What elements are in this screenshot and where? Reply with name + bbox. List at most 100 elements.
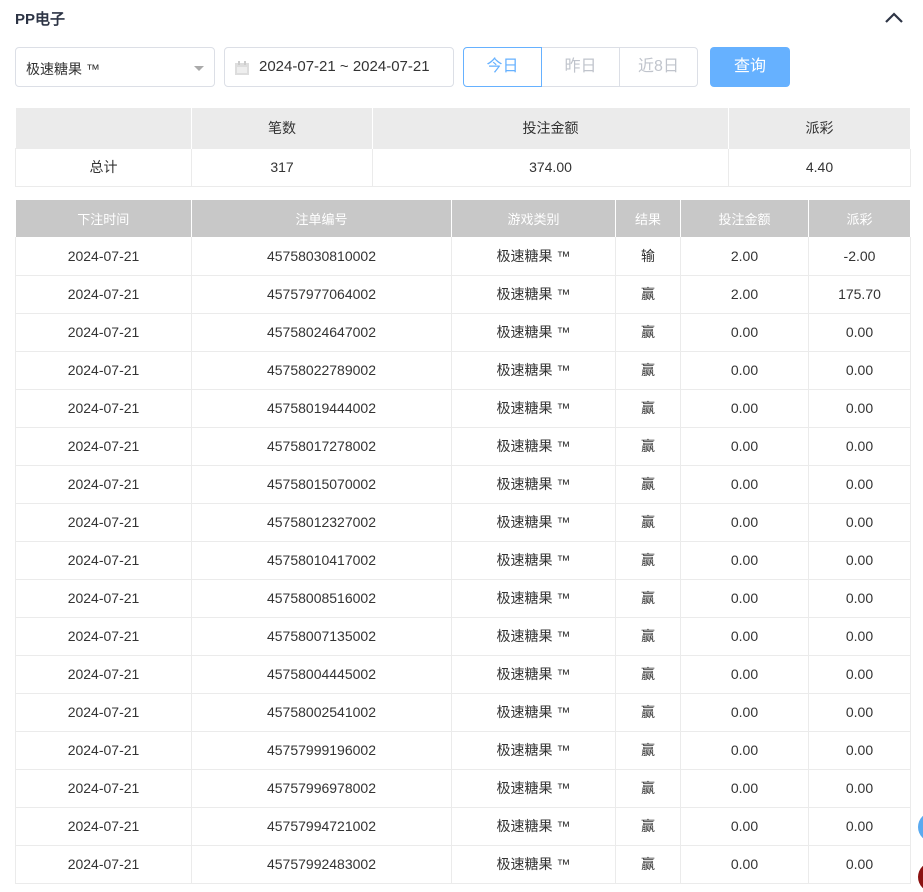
cell-order-id: 45757994721002 [191,807,452,846]
cell-payout: 0.00 [808,617,911,656]
cell-payout: 0.00 [808,845,911,884]
cell-order-id: 45757996978002 [191,769,452,808]
cell-time: 2024-07-21 [15,389,192,428]
last-8-days-button[interactable]: 近8日 [619,47,698,87]
table-row: 2024-07-21 45758024647002 极速糖果 ™ 赢 0.00 0.00 [15,313,911,352]
caret-down-icon [194,66,204,71]
cell-order-id: 45758007135002 [191,617,452,656]
cell-result: 赢 [615,313,681,352]
header-time: 下注时间 [15,200,192,237]
table-header: 下注时间 注单编号 游戏类别 结果 投注金额 派彩 [15,200,911,237]
cell-time: 2024-07-21 [15,579,192,618]
bet-records-table: 下注时间 注单编号 游戏类别 结果 投注金额 派彩 2024-07-21 457580308… [15,200,911,884]
summary-table: 笔数 投注金额 派彩 总计 317 374.00 4.40 [15,108,911,187]
cell-payout: 0.00 [808,427,911,466]
cell-result: 赢 [615,427,681,466]
cell-time: 2024-07-21 [15,465,192,504]
date-range-picker[interactable]: 2024-07-21 ~ 2024-07-21 [224,47,454,87]
cell-game: 极速糖果 ™ [451,275,616,314]
game-select[interactable]: 极速糖果 ™ [15,47,215,87]
cell-game: 极速糖果 ™ [451,769,616,808]
today-button[interactable]: 今日 [463,47,542,87]
cell-bet: 0.00 [680,731,809,770]
cell-time: 2024-07-21 [15,237,192,276]
cell-bet: 0.00 [680,769,809,808]
quick-date-group: 今日 昨日 近8日 [463,47,698,87]
cell-result: 赢 [615,617,681,656]
table-row: 2024-07-21 45758019444002 极速糖果 ™ 赢 0.00 0.00 [15,389,911,428]
cell-time: 2024-07-21 [15,351,192,390]
cell-bet: 0.00 [680,465,809,504]
table-row: 2024-07-21 45757992483002 极速糖果 ™ 赢 0.00 0.00 [15,845,911,884]
summary-header-cell [15,108,192,148]
yesterday-button[interactable]: 昨日 [541,47,620,87]
cell-game: 极速糖果 ™ [451,731,616,770]
cell-payout: 175.70 [808,275,911,314]
cell-order-id: 45758008516002 [191,579,452,618]
table-row: 2024-07-21 45758015070002 极速糖果 ™ 赢 0.00 0.00 [15,465,911,504]
table-row: 2024-07-21 45758017278002 极速糖果 ™ 赢 0.00 0.00 [15,427,911,466]
floating-service-button[interactable] [918,812,923,842]
summary-header-cell: 投注金额 [372,108,729,148]
cell-game: 极速糖果 ™ [451,351,616,390]
cell-bet: 0.00 [680,351,809,390]
cell-order-id: 45758019444002 [191,389,452,428]
cell-game: 极速糖果 ™ [451,427,616,466]
cell-game: 极速糖果 ™ [451,237,616,276]
table-row: 2024-07-21 45758007135002 极速糖果 ™ 赢 0.00 0.00 [15,617,911,656]
cell-result: 赢 [615,579,681,618]
cell-time: 2024-07-21 [15,693,192,732]
cell-bet: 0.00 [680,807,809,846]
chevron-up-icon[interactable] [884,9,904,25]
summary-header-cell: 派彩 [728,108,911,148]
cell-game: 极速糖果 ™ [451,807,616,846]
cell-result: 输 [615,237,681,276]
cell-payout: 0.00 [808,731,911,770]
cell-payout: 0.00 [808,351,911,390]
cell-order-id: 45758030810002 [191,237,452,276]
cell-time: 2024-07-21 [15,275,192,314]
cell-bet: 2.00 [680,237,809,276]
cell-bet: 0.00 [680,845,809,884]
table-row: 2024-07-21 45758022789002 极速糖果 ™ 赢 0.00 0.00 [15,351,911,390]
cell-game: 极速糖果 ™ [451,845,616,884]
cell-order-id: 45758022789002 [191,351,452,390]
summary-count: 317 [191,147,373,187]
cell-bet: 0.00 [680,579,809,618]
cell-bet: 0.00 [680,503,809,542]
cell-game: 极速糖果 ™ [451,465,616,504]
cell-bet: 0.00 [680,389,809,428]
cell-result: 赢 [615,731,681,770]
cell-result: 赢 [615,541,681,580]
query-button[interactable]: 查询 [710,47,790,87]
cell-game: 极速糖果 ™ [451,503,616,542]
cell-game: 极速糖果 ™ [451,617,616,656]
cell-order-id: 45758024647002 [191,313,452,352]
header-order-id: 注单编号 [191,200,452,237]
cell-game: 极速糖果 ™ [451,541,616,580]
cell-order-id: 45758015070002 [191,465,452,504]
cell-bet: 0.00 [680,693,809,732]
cell-time: 2024-07-21 [15,807,192,846]
summary-label: 总计 [15,147,192,187]
cell-order-id: 45758004445002 [191,655,452,694]
cell-result: 赢 [615,503,681,542]
floating-action-button[interactable] [918,862,923,892]
summary-payout: 4.40 [728,147,911,187]
summary-bet: 374.00 [372,147,729,187]
cell-payout: 0.00 [808,541,911,580]
cell-bet: 0.00 [680,541,809,580]
date-range-value: 2024-07-21 ~ 2024-07-21 [259,58,430,75]
table-row: 2024-07-21 45757977064002 极速糖果 ™ 赢 2.00 175.7… [15,275,911,314]
cell-game: 极速糖果 ™ [451,313,616,352]
cell-time: 2024-07-21 [15,655,192,694]
cell-time: 2024-07-21 [15,541,192,580]
cell-bet: 0.00 [680,655,809,694]
cell-order-id: 45757992483002 [191,845,452,884]
cell-order-id: 45758017278002 [191,427,452,466]
cell-result: 赢 [615,845,681,884]
table-row: 2024-07-21 45757999196002 极速糖果 ™ 赢 0.00 0.00 [15,731,911,770]
cell-game: 极速糖果 ™ [451,389,616,428]
cell-result: 赢 [615,275,681,314]
cell-bet: 0.00 [680,617,809,656]
